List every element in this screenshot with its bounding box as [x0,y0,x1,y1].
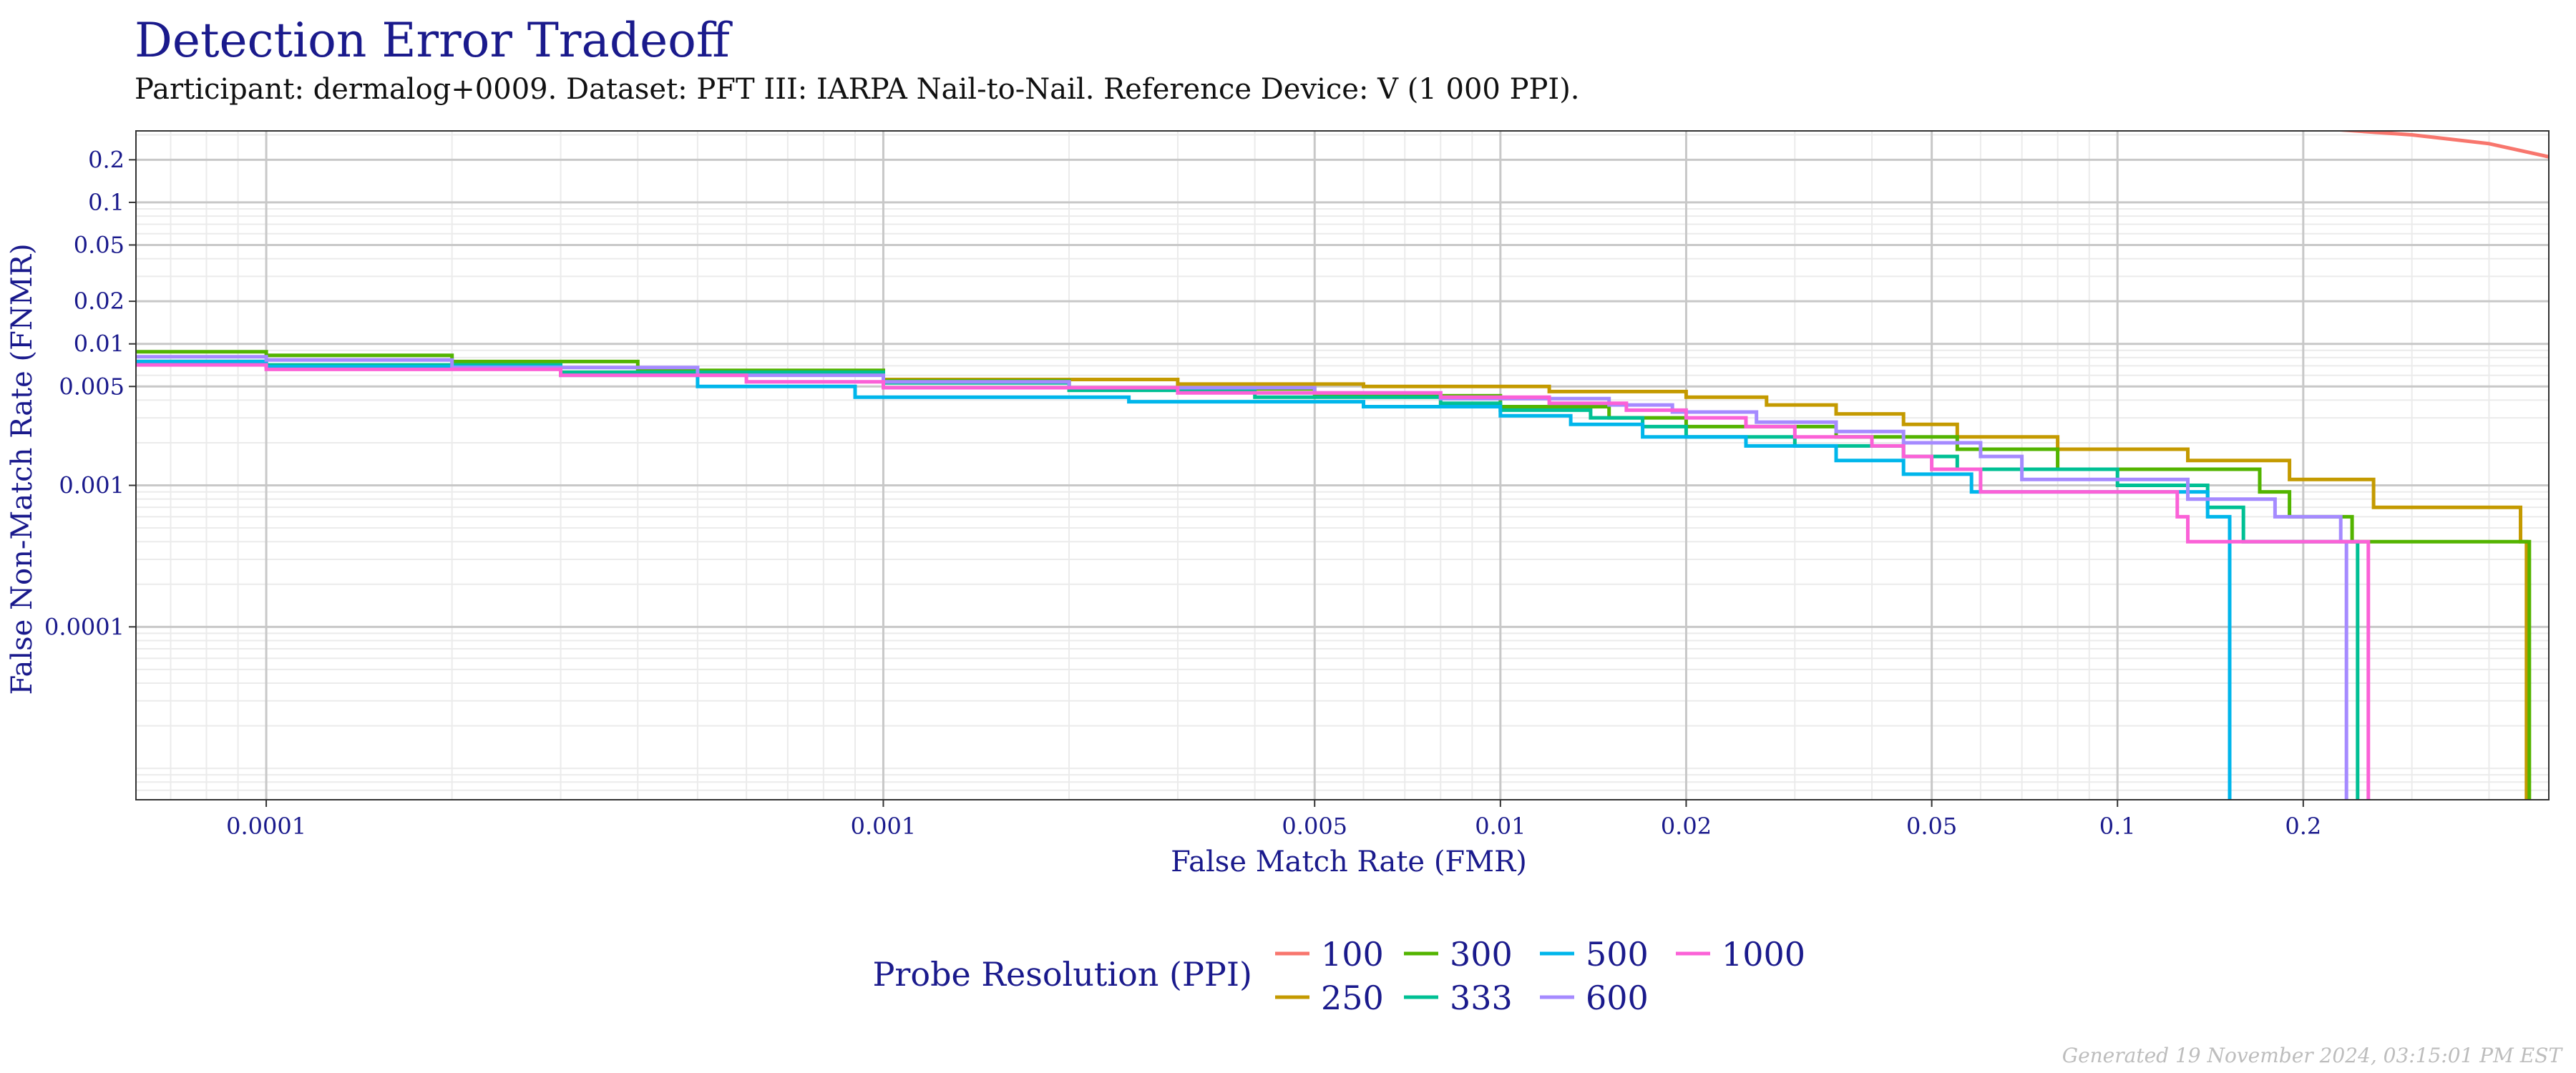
series-line-100 [2329,129,2550,157]
plot-frame [136,131,2549,800]
major-grid [136,131,2549,800]
x-tick-label: 0.05 [1906,813,1957,840]
y-tick-label: 0.05 [74,231,125,258]
y-tick-label: 0.1 [88,189,125,216]
x-tick-label: 0.001 [851,813,917,840]
series-line-300 [136,352,2529,800]
x-tick-label: 0.1 [2099,813,2136,840]
y-tick-label: 0.0001 [44,613,125,640]
legend-label-1000: 1000 [1722,935,1805,974]
x-tick-label: 0.005 [1282,813,1347,840]
series-line-500 [136,361,2230,800]
legend-label-100: 100 [1321,935,1384,974]
y-tick-label: 0.001 [59,472,125,499]
y-axis-ticks: 0.0001 0.001 0.005 0.01 0.02 0.05 0.1 0.2 [44,146,136,640]
legend-label-300: 300 [1450,935,1513,974]
minor-grid [136,131,2549,800]
legend-label-250: 250 [1321,979,1384,1017]
x-axis-ticks: 0.0001 0.001 0.005 0.01 0.02 0.05 0.1 0.2 [226,800,2321,840]
legend-label-500: 500 [1586,935,1649,974]
x-axis-label: False Match Rate (FMR) [1171,846,1527,878]
legend-title: Probe Resolution (PPI) [872,955,1252,994]
y-tick-label: 0.2 [88,146,125,173]
x-tick-label: 0.01 [1475,813,1526,840]
legend-label-333: 333 [1450,979,1513,1017]
y-axis-label: False Non-Match Rate (FNMR) [6,243,39,695]
series-line-600 [136,357,2346,800]
y-tick-label: 0.005 [59,373,125,400]
series-line-1000 [136,365,2368,800]
x-tick-label: 0.02 [1661,813,1712,840]
series-lines [136,129,2549,800]
x-tick-label: 0.2 [2285,813,2321,840]
series-line-333 [136,361,2358,800]
y-tick-label: 0.01 [74,330,125,358]
y-tick-label: 0.02 [74,288,125,315]
series-line-250 [136,361,2527,800]
legend: Probe Resolution (PPI) 100 250 300 333 500 60… [872,935,1805,1017]
generated-timestamp: Generated 19 November 2024, 03:15:01 PM … [2062,1044,2562,1067]
legend-label-600: 600 [1586,979,1649,1017]
x-tick-label: 0.0001 [226,813,306,840]
